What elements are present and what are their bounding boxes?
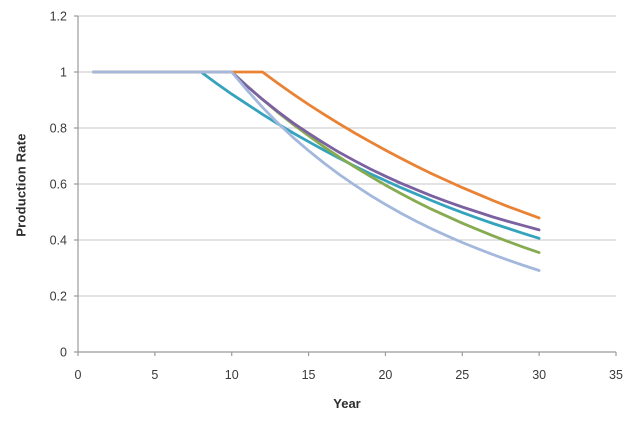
y-tick-label-0.4: 0.4 [50, 234, 67, 248]
x-tick-label-30: 30 [532, 368, 546, 382]
x-tick-label-0: 0 [75, 368, 82, 382]
y-tick-label-0.6: 0.6 [50, 178, 67, 192]
x-tick-label-15: 15 [302, 368, 316, 382]
x-tick-label-25: 25 [455, 368, 469, 382]
x-axis-title: Year [333, 396, 361, 411]
y-tick-label-0.8: 0.8 [50, 122, 67, 136]
x-tick-label-5: 5 [151, 368, 158, 382]
x-tick-label-35: 35 [609, 368, 623, 382]
y-tick-label-1.2: 1.2 [50, 10, 67, 24]
series-green-line [92, 70, 541, 255]
series-purple-line [92, 70, 541, 232]
series-lightblue-line [92, 70, 541, 272]
x-tick-label-20: 20 [378, 368, 392, 382]
x-tick-label-10: 10 [225, 368, 239, 382]
y-tick-label-0: 0 [60, 346, 67, 360]
y-tick-label-0.2: 0.2 [50, 290, 67, 304]
y-tick-label-1: 1 [60, 66, 67, 80]
y-axis-title: Production Rate [13, 133, 29, 237]
